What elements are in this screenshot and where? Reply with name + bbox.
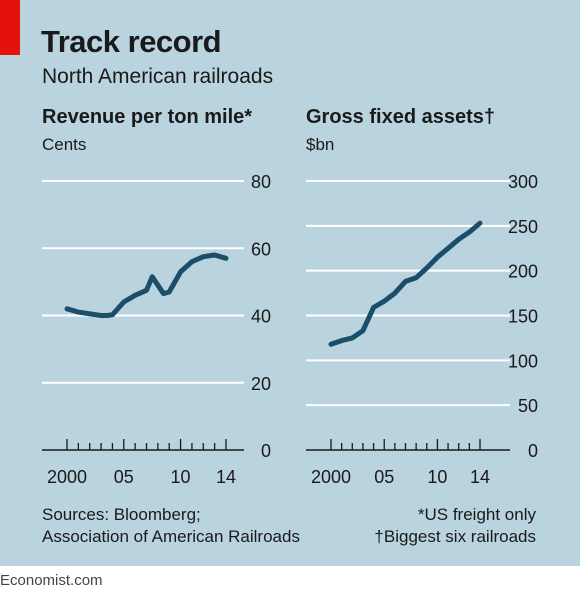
chart-subtitle: North American railroads [42,65,274,88]
economist-brand: Economist.com [0,572,103,589]
revenue-y-tick-label: 20 [251,374,271,394]
assets-series-line [328,220,483,347]
revenue-chart-unit: Cents [42,135,87,154]
assets-chart-title: Gross fixed assets† [306,106,495,128]
footnote-biggest-six: †Biggest six railroads [374,527,536,546]
footnote-us-freight: *US freight only [417,505,536,524]
chart-title: Track record [41,24,222,59]
revenue-y-tick-label: 60 [251,239,271,259]
assets-x-tick-label: 05 [374,467,394,487]
assets-x-tick-label: 10 [427,467,447,487]
revenue-y-tick-label: 40 [251,307,271,327]
assets-y-tick-label: 100 [508,351,538,371]
assets-y-tick-label: 200 [508,262,538,282]
revenue-x-tick-label: 05 [114,467,134,487]
revenue-series-line [64,252,229,318]
revenue-x-tick-label: 14 [216,467,236,487]
assets-x-tick-label: 14 [470,467,490,487]
sources-line-1: Sources: Bloomberg; [42,505,201,524]
assets-x-tick-label: 2000 [311,467,351,487]
assets-y-tick-label: 300 [508,172,538,192]
assets-y-tick-label: 0 [528,441,538,461]
revenue-y-tick-label: 0 [261,441,271,461]
chart-panel [0,0,580,566]
revenue-y-tick-label: 80 [251,172,271,192]
assets-y-tick-label: 50 [518,396,538,416]
revenue-x-tick-label: 2000 [47,467,87,487]
assets-y-tick-label: 150 [508,307,538,327]
revenue-per-ton-mile-chart: 0 20 40 60 80 2000 05 10 14 [42,172,271,487]
assets-chart-unit: $bn [306,135,335,154]
economist-red-tag [0,0,20,55]
revenue-x-tick-label: 10 [171,467,191,487]
gross-fixed-assets-chart: 0 50 100 150 200 250 300 2000 05 10 14 [306,172,538,487]
revenue-chart-title: Revenue per ton mile* [42,106,253,128]
sources-line-2: Association of American Railroads [42,527,300,546]
assets-y-tick-label: 250 [508,217,538,237]
